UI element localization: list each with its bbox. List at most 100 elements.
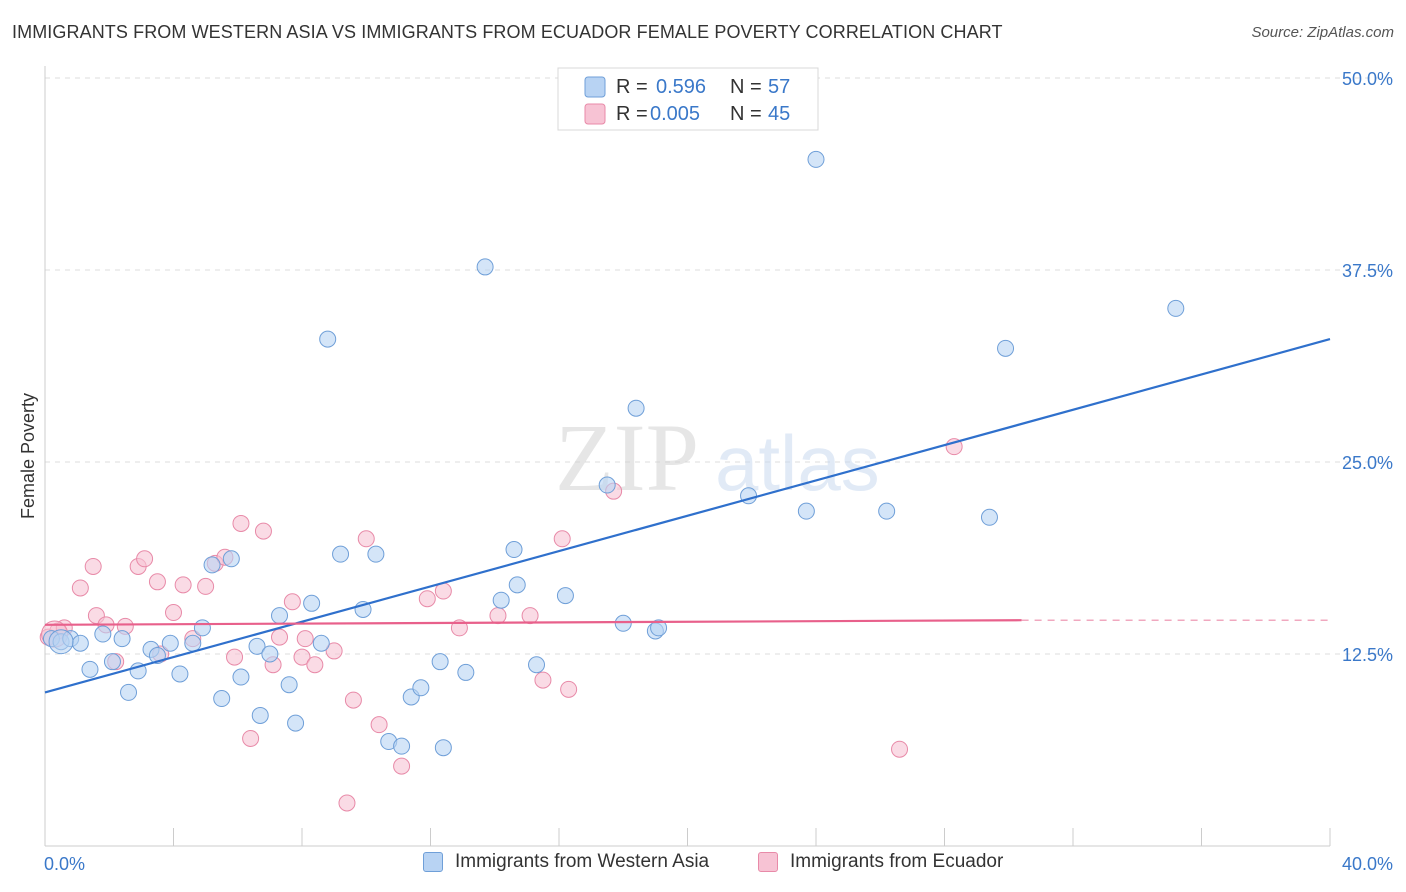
western-asia-point [271, 607, 289, 625]
western-asia-point [367, 545, 385, 563]
ecuador-point [534, 671, 552, 689]
y-axis-title: Female Poverty [18, 393, 38, 519]
legend-r-label-1: R = [616, 76, 648, 98]
ecuador-point [71, 579, 89, 597]
axes [44, 66, 1331, 847]
legend-n-label-1: N = [730, 76, 762, 98]
bottom-legend-label-western-asia: Immigrants from Western Asia [455, 851, 710, 872]
bottom-legend-ecuador[interactable]: Immigrants from Ecuador [758, 851, 1003, 873]
legend-swatch-western-asia [584, 76, 606, 98]
western-asia-point [598, 476, 616, 494]
legend-box: R = 0.596 N = 57 R = 0.005 N = 45 [557, 67, 819, 131]
western-asia-point [261, 645, 279, 663]
bottom-legend-swatch-western-asia [423, 852, 443, 872]
legend-n-value-1: 57 [768, 76, 790, 98]
western-asia-points [42, 150, 1185, 757]
ecuador-point [136, 550, 154, 568]
y-tick-label: 50.0% [1342, 69, 1393, 89]
ecuador-point [271, 628, 289, 646]
western-asia-point [556, 587, 574, 605]
ecuador-point [296, 630, 314, 648]
ecuador-point [226, 648, 244, 666]
x-tick-label: 40.0% [1342, 854, 1393, 874]
ecuador-point [84, 557, 102, 575]
ecuador-point [521, 607, 539, 625]
western-asia-point [627, 399, 645, 417]
western-asia-point [997, 339, 1015, 357]
western-asia-point [232, 668, 250, 686]
western-asia-point [248, 637, 266, 655]
western-asia-point [251, 706, 269, 724]
ecuador-point [489, 607, 507, 625]
ecuador-point [553, 530, 571, 548]
western-asia-point [103, 653, 121, 671]
x-tick-labels: 0.0% 40.0% [44, 854, 1393, 874]
western-asia-point [797, 502, 815, 520]
ecuador-point [306, 656, 324, 674]
western-asia-point [650, 619, 668, 637]
western-asia-point [614, 614, 632, 632]
ecuador-point [370, 716, 388, 734]
y-tick-label: 37.5% [1342, 261, 1393, 281]
western-asia-point [528, 656, 546, 674]
y-tick-labels: 12.5% 25.0% 37.5% 50.0% [1342, 69, 1393, 665]
western-asia-point [412, 679, 430, 697]
western-asia-point [303, 594, 321, 612]
watermark: ZIP atlas [555, 404, 880, 511]
grid-lines [45, 77, 1393, 655]
western-asia-point [431, 653, 449, 671]
legend-r-value-2: 0.005 [650, 103, 700, 125]
x-tick-label: 0.0% [44, 854, 85, 874]
ecuador-point [165, 604, 182, 622]
western-asia-cluster-point [48, 629, 74, 655]
ecuador-point [357, 530, 375, 548]
bottom-legend-label-ecuador: Immigrants from Ecuador [790, 851, 1004, 872]
western-asia-point [508, 576, 526, 594]
ecuador-point [325, 642, 343, 660]
western-asia-point [222, 550, 240, 568]
ecuador-point [197, 577, 215, 595]
western-asia-point [161, 634, 179, 652]
western-asia-point [287, 714, 305, 732]
legend-r-value-1: 0.596 [656, 76, 706, 98]
western-asia-point [113, 630, 131, 648]
western-asia-point [71, 634, 89, 652]
legend-n-value-2: 45 [768, 103, 790, 125]
western-asia-point [319, 330, 337, 348]
legend-swatch-ecuador [584, 103, 606, 125]
ecuador-point [242, 729, 260, 747]
western-asia-point [878, 502, 896, 520]
western-asia-point [81, 660, 99, 678]
ecuador-point [148, 573, 166, 591]
watermark-zip: ZIP [555, 404, 699, 511]
western-asia-point [94, 625, 112, 643]
western-asia-trend-line [44, 338, 1331, 694]
y-tick-label: 25.0% [1342, 453, 1393, 473]
western-asia-point [171, 665, 189, 683]
western-asia-point [476, 258, 494, 276]
ecuador-point [891, 740, 909, 758]
western-asia-point [457, 663, 475, 681]
western-asia-point [505, 541, 523, 559]
western-asia-point [312, 634, 330, 652]
ecuador-point [293, 648, 311, 666]
western-asia-point [184, 634, 202, 652]
watermark-atlas: atlas [715, 419, 880, 507]
ecuador-point [560, 680, 578, 698]
legend-n-label-2: N = [730, 103, 762, 125]
ecuador-point [344, 691, 362, 709]
ecuador-point [174, 576, 192, 594]
western-asia-point [393, 737, 411, 755]
western-asia-point [1167, 299, 1185, 317]
western-asia-point [434, 739, 452, 757]
ecuador-point [338, 794, 356, 812]
source-label: Source: ZipAtlas.com [1251, 24, 1394, 41]
western-asia-point [980, 508, 998, 526]
western-asia-point [332, 545, 350, 563]
bottom-legend-western-asia[interactable]: Immigrants from Western Asia [423, 851, 709, 873]
ecuador-point [232, 514, 250, 532]
western-asia-point [807, 150, 825, 168]
legend-r-label-2: R = [616, 103, 648, 125]
western-asia-point [120, 683, 138, 701]
ecuador-trend-line [44, 619, 1022, 626]
